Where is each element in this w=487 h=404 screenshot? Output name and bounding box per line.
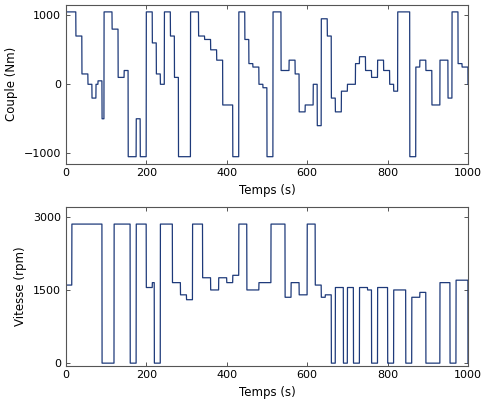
- Y-axis label: Couple (Nm): Couple (Nm): [5, 47, 18, 122]
- X-axis label: Temps (s): Temps (s): [239, 184, 295, 197]
- X-axis label: Temps (s): Temps (s): [239, 386, 295, 399]
- Y-axis label: Vitesse (rpm): Vitesse (rpm): [15, 246, 27, 326]
